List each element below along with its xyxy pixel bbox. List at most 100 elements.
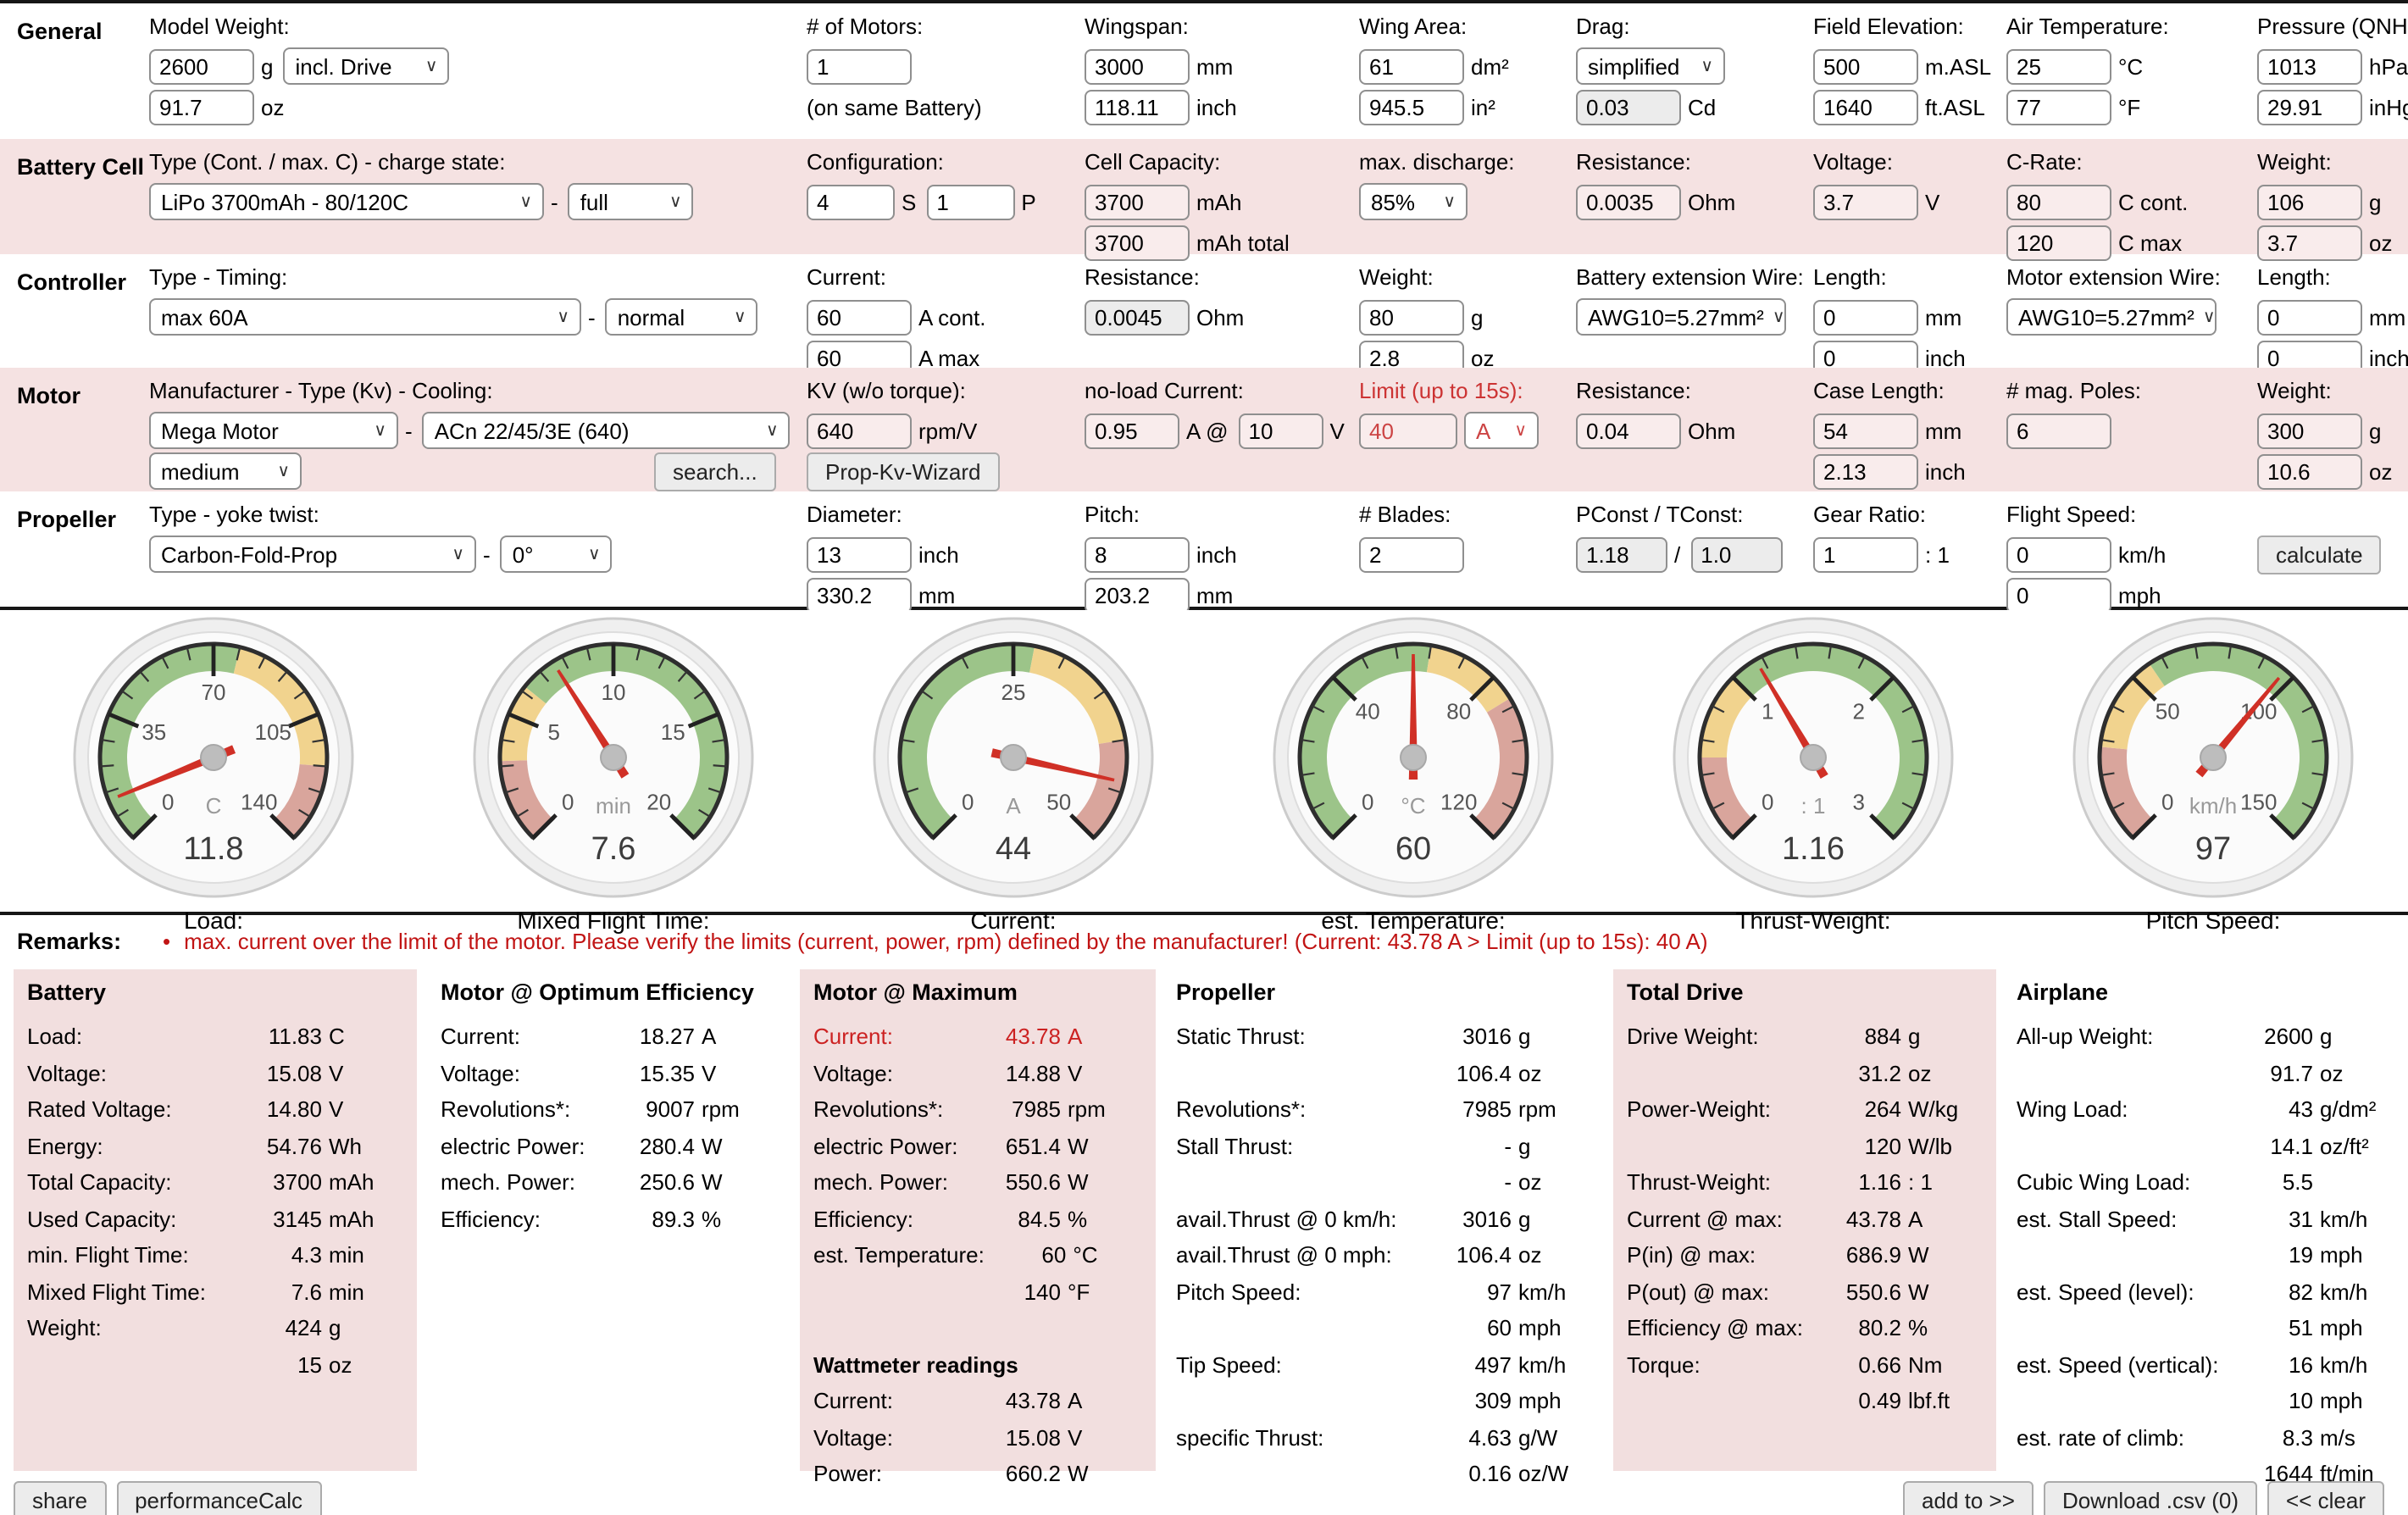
pconst[interactable]: 1.18 xyxy=(1576,536,1667,572)
total-capacity[interactable]: 3700 xyxy=(1085,225,1190,260)
result-value: 250.6 xyxy=(639,1169,695,1196)
cell-resistance[interactable]: 0.0035 xyxy=(1576,184,1681,219)
result-unit: W xyxy=(1068,1169,1089,1196)
result-label: Stall Thrust: xyxy=(1176,1133,1294,1159)
field-line: 945.5 in² xyxy=(1359,86,1519,127)
result-unit: rpm xyxy=(1518,1096,1556,1123)
unit-label: oz xyxy=(2369,230,2393,255)
result-row: est. Temperature: 60 °C xyxy=(813,1237,1142,1274)
kv-input[interactable]: 640 xyxy=(807,413,912,448)
field-group: Motor extension Wire: AWG10=5.27mm² ∨ xyxy=(2006,264,2223,337)
wingspan-inch[interactable]: 118.11 xyxy=(1085,89,1190,125)
result-row: Rated Voltage: 14.80 V xyxy=(27,1091,403,1128)
esc-current-cont[interactable]: 60 xyxy=(807,299,912,335)
elevation-m[interactable]: 500 xyxy=(1813,48,1918,84)
motor-manufacturer-select[interactable]: Mega Motor ∨ xyxy=(149,412,398,449)
tconst[interactable]: 1.0 xyxy=(1690,536,1783,572)
gear-ratio[interactable]: 1 xyxy=(1813,536,1918,572)
field-group: Field Elevation: 500 m.ASL 1640 ft.ASL xyxy=(1813,14,2001,127)
model-weight-oz[interactable]: 91.7 xyxy=(149,89,254,125)
prop-diameter-inch[interactable]: 13 xyxy=(807,536,912,572)
motor-cooling-select[interactable]: medium ∨ xyxy=(149,452,302,490)
prop-diameter-mm[interactable]: 330.2 xyxy=(807,577,912,613)
drag-cd[interactable]: 0.03 xyxy=(1576,89,1681,125)
download-csv-button[interactable]: Download .csv (0) xyxy=(2043,1481,2258,1515)
parallel-count[interactable]: 1 xyxy=(926,184,1015,219)
elevation-ft[interactable]: 1640 xyxy=(1813,89,1918,125)
cell-voltage[interactable]: 3.7 xyxy=(1813,184,1918,219)
unit-label: - xyxy=(588,304,596,330)
prop-pitch-inch[interactable]: 8 xyxy=(1085,536,1190,572)
air-temp-f[interactable]: 77 xyxy=(2006,89,2111,125)
wing-area-dm2[interactable]: 61 xyxy=(1359,48,1464,84)
field-group: Type - Timing: max 60A ∨ - normal ∨ xyxy=(149,264,765,337)
case-length-mm[interactable]: 54 xyxy=(1813,413,1918,448)
no-load-voltage[interactable]: 10 xyxy=(1238,413,1323,448)
search-button[interactable]: search... xyxy=(654,452,776,491)
calculate-button[interactable]: calculate xyxy=(2257,535,2382,574)
unit-label: oz xyxy=(2369,458,2393,484)
air-temp-c[interactable]: 25 xyxy=(2006,48,2111,84)
limit-unit-select[interactable]: A ∨ xyxy=(1464,412,1539,449)
battery-wire-length-mm[interactable]: 0 xyxy=(1813,299,1918,335)
esc-type-select[interactable]: max 60A ∨ xyxy=(149,298,581,336)
result-unit: A xyxy=(1068,1388,1083,1414)
esc-resistance[interactable]: 0.0045 xyxy=(1085,299,1190,335)
add-to-button[interactable]: add to >> xyxy=(1903,1481,2033,1515)
motor-weight-oz[interactable]: 10.6 xyxy=(2257,453,2362,489)
cell-weight-g[interactable]: 106 xyxy=(2257,184,2362,219)
charge-state-select[interactable]: full ∨ xyxy=(568,183,694,220)
result-row: 10 mph xyxy=(2017,1383,2394,1419)
field-label xyxy=(654,378,786,407)
yoke-twist-select[interactable]: 0° ∨ xyxy=(500,536,613,573)
series-count[interactable]: 4 xyxy=(807,184,895,219)
motor-resistance[interactable]: 0.04 xyxy=(1576,413,1681,448)
pressure-inhg[interactable]: 29.91 xyxy=(2257,89,2362,125)
motor-type-select[interactable]: ACn 22/45/3E (640) ∨ xyxy=(422,412,791,449)
flight-speed-kmh[interactable]: 0 xyxy=(2006,536,2111,572)
result-label: est. rate of climb: xyxy=(2017,1424,2184,1451)
weight-mode-select[interactable]: incl. Drive ∨ xyxy=(283,47,450,85)
result-row: 14.1 oz/ft² xyxy=(2017,1128,2394,1164)
result-row: Current: 43.78 A xyxy=(813,1383,1142,1419)
clear-button[interactable]: << clear xyxy=(2267,1481,2384,1515)
prop-blades[interactable]: 2 xyxy=(1359,536,1464,572)
prop-type-select[interactable]: Carbon-Fold-Prop ∨ xyxy=(149,536,476,573)
wing-area-in2[interactable]: 945.5 xyxy=(1359,89,1464,125)
pressure-hpa[interactable]: 1013 xyxy=(2257,48,2362,84)
unit-label: rpm/V xyxy=(918,418,978,443)
prop-kv-wizard-button[interactable]: Prop-Kv-Wizard xyxy=(807,452,1000,491)
share-button[interactable]: share xyxy=(14,1481,107,1515)
cell-capacity[interactable]: 3700 xyxy=(1085,184,1190,219)
mag-poles[interactable]: 6 xyxy=(2006,413,2111,448)
motor-weight-g[interactable]: 300 xyxy=(2257,413,2362,448)
motor-limit[interactable]: 40 xyxy=(1359,413,1457,448)
result-unit: oz/ft² xyxy=(2320,1133,2369,1159)
model-weight-g[interactable]: 2600 xyxy=(149,48,254,84)
esc-timing-select[interactable]: normal ∨ xyxy=(605,298,758,336)
svg-text:7.6: 7.6 xyxy=(591,831,636,867)
esc-weight-g[interactable]: 80 xyxy=(1359,299,1464,335)
prop-pitch-mm[interactable]: 203.2 xyxy=(1085,577,1190,613)
motor-wire-select[interactable]: AWG10=5.27mm² ∨ xyxy=(2006,298,2217,336)
motor-wire-length-mm[interactable]: 0 xyxy=(2257,299,2362,335)
field-label: # mag. Poles: xyxy=(2006,378,2141,403)
battery-wire-select[interactable]: AWG10=5.27mm² ∨ xyxy=(1576,298,1786,336)
max-discharge-select[interactable]: 85% ∨ xyxy=(1359,183,1468,220)
field-group: # of Motors: 1 (on same Battery) xyxy=(807,14,982,127)
cell-weight-oz[interactable]: 3.7 xyxy=(2257,225,2362,260)
result-row: Current @ max: 43.78 A xyxy=(1627,1201,1983,1237)
wingspan-mm[interactable]: 3000 xyxy=(1085,48,1190,84)
case-length-inch[interactable]: 2.13 xyxy=(1813,453,1918,489)
unit-label: mm xyxy=(2369,304,2406,330)
flight-speed-mph[interactable]: 0 xyxy=(2006,577,2111,613)
field-line: 61 dm² xyxy=(1359,46,1519,86)
drag-mode-select[interactable]: simplified ∨ xyxy=(1576,47,1725,85)
no-load-current[interactable]: 0.95 xyxy=(1085,413,1179,448)
num-motors[interactable]: 1 xyxy=(807,48,912,84)
battery-type-select[interactable]: LiPo 3700mAh - 80/120C ∨ xyxy=(149,183,544,220)
c-rate-cont[interactable]: 80 xyxy=(2006,184,2111,219)
performance-calc-button[interactable]: performanceCalc xyxy=(116,1481,322,1515)
c-rate-max[interactable]: 120 xyxy=(2006,225,2111,260)
